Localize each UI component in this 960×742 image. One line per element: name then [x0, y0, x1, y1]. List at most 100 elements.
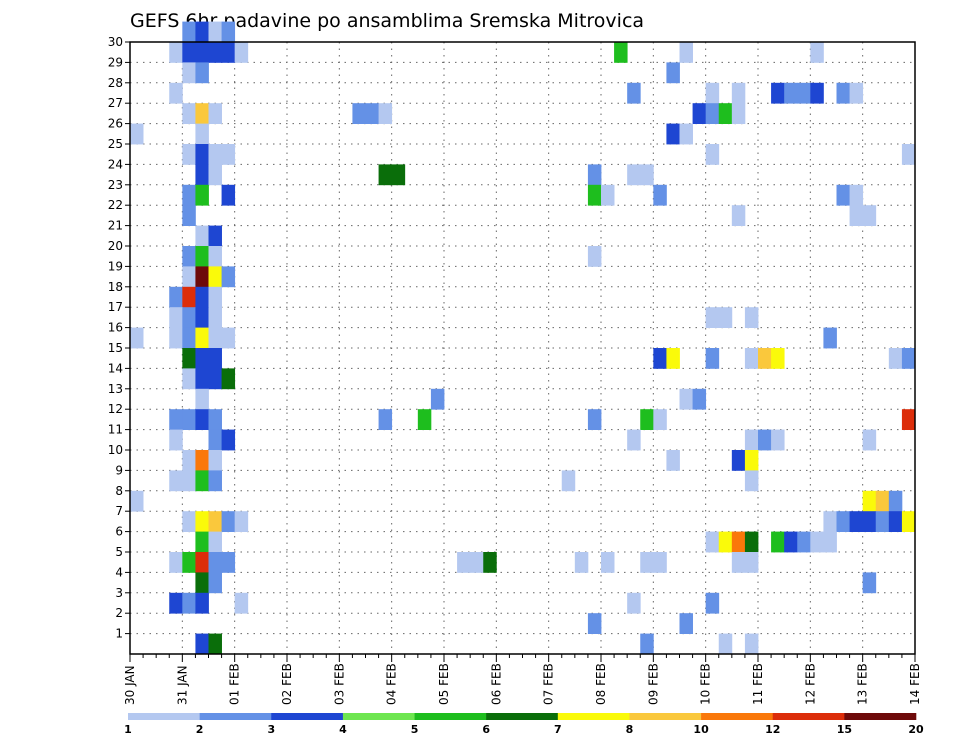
heatmap-cell — [875, 490, 890, 512]
x-tick-label: 14 FEB — [908, 663, 922, 705]
heatmap-cell — [888, 490, 903, 512]
colorbar-label: 2 — [196, 723, 204, 736]
heatmap-cell — [182, 552, 196, 573]
heatmap-cell — [195, 327, 209, 349]
heatmap-cell — [470, 552, 484, 573]
heatmap-cell — [195, 531, 209, 553]
heatmap-cell — [888, 348, 903, 369]
heatmap-cell — [679, 388, 693, 410]
heatmap-cell — [130, 123, 144, 145]
colorbar-swatch — [701, 713, 774, 720]
heatmap-cell — [195, 592, 209, 614]
heatmap-cell — [169, 286, 183, 308]
heatmap-cell — [208, 246, 222, 267]
heatmap-cell — [195, 409, 209, 430]
heatmap-cell — [195, 164, 209, 186]
heatmap-cell — [182, 511, 196, 532]
heatmap-cell — [182, 409, 196, 430]
colorbar-label: 20 — [908, 723, 924, 736]
y-tick-label: 29 — [108, 55, 123, 69]
heatmap-cell — [731, 531, 746, 553]
heatmap-cell — [705, 103, 720, 124]
heatmap-cell — [901, 144, 916, 165]
heatmap-cell — [221, 429, 236, 451]
heatmap-cell — [849, 184, 864, 206]
heatmap-cell — [169, 327, 183, 349]
colorbar-swatch — [271, 713, 344, 720]
y-tick-label: 13 — [108, 382, 123, 396]
y-axis: 1234567891011121314151617181920212223242… — [108, 35, 130, 641]
heatmap-cell — [182, 450, 196, 471]
heatmap-cell — [771, 82, 785, 104]
heatmap-cell — [666, 450, 680, 471]
y-tick-label: 7 — [115, 504, 123, 518]
heatmap-cell — [195, 42, 209, 63]
y-tick-label: 12 — [108, 402, 123, 416]
heatmap-cell — [705, 348, 720, 369]
heatmap-cell — [666, 123, 680, 145]
heatmap-cell — [182, 307, 196, 328]
heatmap-cell — [182, 368, 196, 390]
heatmap-cell — [862, 490, 877, 512]
heatmap-cell — [195, 123, 209, 145]
heatmap-cell — [208, 409, 222, 430]
heatmap-cell — [862, 572, 877, 594]
heatmap-cell — [744, 531, 759, 553]
y-tick-label: 10 — [108, 443, 123, 457]
y-tick-label: 4 — [115, 565, 123, 579]
heatmap-cell — [195, 633, 209, 655]
heatmap-cell — [679, 613, 693, 634]
heatmap-cell — [771, 531, 785, 553]
y-tick-label: 2 — [115, 606, 123, 620]
heatmap-cell — [666, 62, 680, 84]
heatmap-cell — [208, 511, 222, 532]
heatmap-cell — [849, 205, 864, 226]
heatmap-cell — [653, 552, 667, 573]
heatmap-cell — [182, 246, 196, 267]
y-tick-label: 27 — [108, 96, 123, 110]
heatmap-cell — [731, 450, 746, 471]
y-tick-label: 14 — [108, 361, 123, 375]
heatmap-cell — [221, 368, 236, 390]
heatmap-cell — [587, 184, 602, 206]
heatmap-cell — [744, 633, 759, 655]
heatmap-cell — [901, 348, 916, 369]
heatmap-cell — [195, 246, 209, 267]
heatmap-cell — [208, 103, 222, 124]
heatmap-cell — [195, 348, 209, 369]
heatmap-cell — [627, 592, 641, 614]
heatmap-cell — [653, 184, 667, 206]
heatmap-cell — [195, 286, 209, 308]
x-tick-label: 01 FEB — [228, 663, 242, 705]
heatmap-cell — [640, 164, 654, 186]
heatmap-cell — [169, 429, 183, 451]
heatmap-cell — [692, 103, 707, 124]
y-tick-label: 17 — [108, 300, 123, 314]
heatmap-cell — [208, 21, 222, 43]
heatmap-cell — [378, 409, 393, 430]
heatmap-cell — [731, 552, 746, 573]
x-tick-label: 09 FEB — [646, 663, 660, 705]
heatmap-cell — [705, 592, 720, 614]
heatmap-cell — [744, 307, 759, 328]
heatmap-cell — [810, 42, 824, 63]
heatmap-cell — [744, 348, 759, 369]
heatmap-cell — [823, 327, 837, 349]
heatmap-cell — [182, 592, 196, 614]
heatmap-cell — [849, 82, 864, 104]
heatmap-cell — [182, 21, 196, 43]
heatmap-cell — [169, 42, 183, 63]
data-cells — [130, 21, 916, 655]
heatmap-cell — [614, 42, 628, 63]
heatmap-cell — [195, 184, 209, 206]
colorbar-label: 8 — [626, 723, 634, 736]
heatmap-cell — [483, 552, 497, 573]
heatmap-cell — [221, 552, 236, 573]
heatmap-cell — [666, 348, 680, 369]
heatmap-cell — [208, 470, 222, 492]
heatmap-cell — [182, 266, 196, 288]
heatmap-cell — [195, 307, 209, 328]
heatmap-cell — [130, 490, 144, 512]
heatmap-cell — [182, 62, 196, 84]
